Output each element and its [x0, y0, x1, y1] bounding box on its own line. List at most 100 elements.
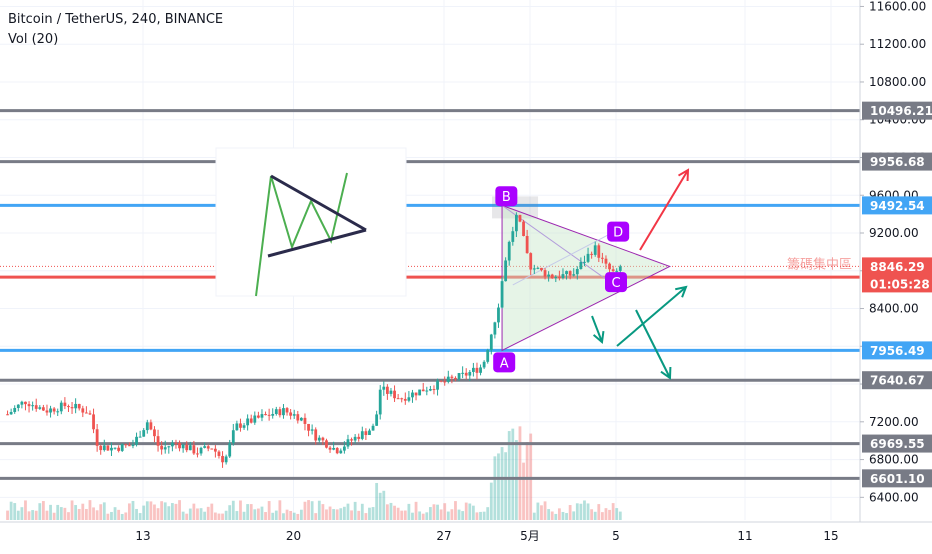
volume-bar — [292, 512, 296, 520]
candle-body — [110, 447, 113, 451]
volume-bar — [454, 501, 457, 520]
volume-bar — [228, 505, 232, 520]
volume-bar — [418, 511, 422, 520]
volume-bar — [149, 501, 153, 520]
candles — [6, 212, 622, 468]
candle-body — [482, 361, 486, 368]
candle-body — [99, 445, 103, 451]
candle-body — [443, 381, 447, 383]
level-price-tag — [862, 469, 932, 488]
volume-bar — [135, 508, 138, 520]
candle-body — [235, 423, 239, 431]
volume-bar — [224, 510, 228, 520]
volume-bar — [181, 511, 185, 520]
volume-bar — [353, 501, 357, 520]
time-axis: 13 20 27 5月 5 11 15 — [0, 521, 932, 550]
volume-bar — [56, 504, 60, 520]
volume-bar — [471, 505, 475, 520]
volume-bar — [604, 508, 608, 520]
volume-bar — [260, 506, 264, 520]
candle-body — [353, 436, 357, 441]
candle-body — [34, 405, 38, 409]
candle-body — [285, 408, 289, 413]
candle-body — [421, 389, 425, 392]
candle-body — [611, 269, 615, 272]
candle-body — [400, 398, 404, 400]
volume-bar — [565, 513, 568, 520]
volume-bar — [242, 511, 246, 520]
candle-body — [296, 414, 300, 421]
candle-body — [271, 413, 275, 416]
volume-bar — [156, 508, 160, 520]
volume-bar — [6, 510, 9, 520]
volume-bar — [92, 507, 95, 520]
candle-body — [325, 440, 328, 448]
candle-body — [378, 389, 382, 415]
volume-bar — [572, 511, 576, 520]
volume-bar — [608, 509, 611, 520]
time-tick-label: 11 — [737, 529, 752, 543]
time-tick-label: 5月 — [520, 529, 540, 543]
candle-body — [117, 447, 121, 451]
candle-body — [568, 271, 572, 276]
volume-bar — [185, 513, 189, 520]
level-price-text: 6969.55 — [870, 437, 925, 451]
candle-body — [217, 451, 221, 456]
volume-bar — [618, 511, 622, 520]
volume-bar — [414, 501, 418, 520]
level-price-text: 7956.49 — [870, 344, 925, 358]
breakout-up-arrow — [639, 169, 689, 251]
candle-body — [120, 444, 124, 451]
volume-bar — [170, 503, 174, 520]
volume-bar — [289, 510, 293, 520]
candle-body — [321, 437, 325, 441]
volume-bar — [163, 502, 167, 520]
volume-bar — [34, 510, 38, 520]
volume-bar — [249, 504, 253, 520]
current-price-tag — [862, 257, 932, 293]
volume-bar — [167, 506, 171, 520]
candle-body — [342, 446, 346, 451]
volume-bar — [532, 512, 536, 520]
grid — [0, 0, 860, 520]
candle-body — [278, 409, 282, 416]
candle-body — [550, 274, 554, 279]
candle-body — [242, 425, 246, 428]
candle-body — [77, 403, 81, 409]
volume-bar — [84, 508, 88, 520]
point-label-d — [607, 221, 630, 242]
candle-body — [106, 445, 110, 451]
volume-bar — [518, 426, 522, 520]
current-price-text: 8846.29 — [870, 260, 925, 274]
volume-bar — [95, 510, 99, 520]
volume-bar — [332, 509, 336, 520]
volume-bar — [138, 513, 142, 520]
candle-body — [375, 414, 379, 426]
candle-body — [213, 448, 217, 452]
volume-bar — [145, 501, 149, 520]
volume-bar — [486, 507, 490, 520]
volume-bar — [203, 511, 207, 520]
volume-bar — [328, 506, 332, 520]
volume-bar — [475, 512, 479, 520]
level-price-text: 9492.54 — [870, 199, 925, 213]
volume-bar — [436, 504, 439, 520]
time-tick-label: 13 — [135, 529, 150, 543]
rebound-arrow — [616, 286, 687, 347]
horizontal-levels: 籌碼集中區 — [0, 109, 860, 480]
candle-body — [525, 235, 529, 254]
candle-body — [56, 411, 60, 413]
volume-bar — [307, 500, 310, 520]
volume-bar — [493, 456, 497, 520]
candle-body — [328, 447, 332, 450]
candle-body — [407, 397, 411, 401]
candle-body — [489, 334, 493, 350]
volume-bar — [20, 507, 24, 520]
volume-bar — [63, 507, 67, 520]
volume-bar — [439, 509, 443, 520]
candle-body — [411, 392, 414, 398]
time-tick-label: 5 — [612, 529, 620, 543]
candle-body — [432, 389, 436, 391]
